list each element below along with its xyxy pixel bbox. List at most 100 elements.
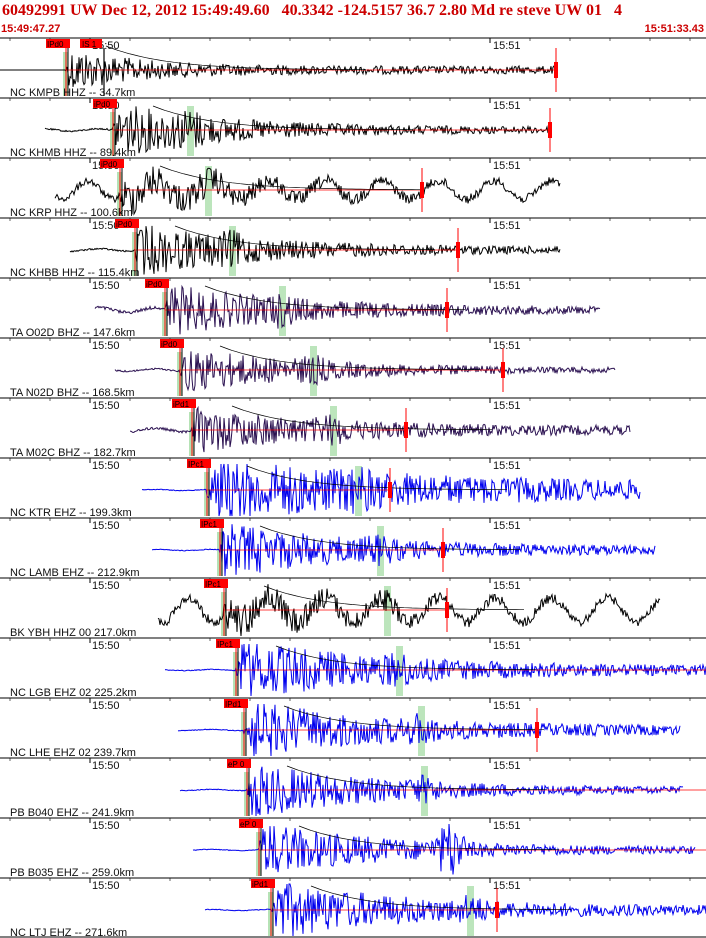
- time-label-1550: 15:50: [92, 580, 120, 592]
- p-pick-box[interactable]: [160, 339, 184, 348]
- p-pick-label[interactable]: iPd0: [146, 280, 163, 289]
- time-label-1551: 15:51: [493, 820, 521, 832]
- coda-decay-curve: [174, 225, 435, 251]
- p-pick-label[interactable]: iPd1: [252, 880, 269, 889]
- time-label-1551: 15:51: [493, 340, 521, 352]
- trace-row[interactable]: 15:50 15:51 eP 0 PB B035 EHZ -- 259.0km: [0, 817, 706, 879]
- trace-row[interactable]: 15:50 15:51 IPc1 BK YBH HHZ 00 217.0km: [0, 577, 706, 639]
- time-label-1551: 15:51: [493, 280, 521, 292]
- p-pick-label[interactable]: IPc1: [217, 640, 234, 649]
- time-label-1551: 15:51: [493, 760, 521, 772]
- p-pick-label[interactable]: eP 0: [228, 760, 245, 769]
- p-pick-label[interactable]: iPd0: [161, 340, 178, 349]
- coda-decay-curve: [259, 525, 520, 551]
- waveform: [177, 703, 681, 757]
- p-pick-label[interactable]: IPc1: [188, 460, 205, 469]
- p-pick-label[interactable]: IPc1: [201, 520, 218, 529]
- time-label-1551: 15:51: [493, 520, 521, 532]
- p-pick-box[interactable]: [216, 639, 240, 648]
- station-label: NC KRP HHZ -- 100.6km: [10, 207, 133, 219]
- p-pick-box[interactable]: [172, 399, 196, 408]
- time-label-1550: 15:50: [92, 220, 120, 232]
- p-pick-box[interactable]: [251, 879, 275, 888]
- p-pick-label[interactable]: IPc1: [205, 580, 222, 589]
- station-label: NC LTJ EHZ -- 271.6km: [10, 927, 127, 938]
- time-label-1550: 15:50: [92, 880, 120, 892]
- time-label-1550: 15:50: [92, 340, 120, 352]
- waveform: [129, 405, 631, 453]
- event-title: 60492991 UW Dec 12, 2012 15:49:49.60 40.…: [2, 2, 622, 19]
- p-pick-label[interactable]: iPd0: [94, 100, 111, 109]
- p-pick-box[interactable]: [224, 699, 248, 708]
- p-pick-label[interactable]: iPd0: [101, 160, 118, 169]
- station-label: NC KTR EHZ -- 199.3km: [10, 507, 132, 519]
- waveform: [94, 284, 601, 335]
- time-label-1550: 15:50: [92, 700, 120, 712]
- station-label: NC LHE EHZ 02 239.7km: [10, 747, 136, 759]
- trace-row[interactable]: 15:50 15:51 IPd1 NC LHE EHZ 02 239.7km: [0, 697, 706, 759]
- coda-end-marker[interactable]: [404, 422, 408, 438]
- time-window-end: 15:51:33.43: [644, 23, 704, 35]
- coda-end-marker[interactable]: [445, 302, 449, 318]
- waveform: [114, 351, 616, 392]
- coda-end-marker[interactable]: [441, 542, 445, 558]
- coda-decay-curve: [246, 465, 507, 491]
- s-pick-label[interactable]: IS 1: [82, 40, 97, 49]
- p-pick-box[interactable]: [93, 99, 117, 108]
- time-label-1550: 15:50: [92, 820, 120, 832]
- waveform: [69, 225, 561, 275]
- time-label-1551: 15:51: [493, 220, 521, 232]
- coda-decay-curve: [298, 825, 559, 851]
- time-label-1550: 15:50: [92, 640, 120, 652]
- coda-end-marker[interactable]: [388, 482, 392, 498]
- trace-row[interactable]: 15:50 15:51 iPd0 NC KHBB HHZ -- 115.4km: [0, 217, 706, 279]
- station-label: TA N02D BHZ -- 168.5km: [10, 387, 135, 399]
- p-pick-box[interactable]: [227, 759, 251, 768]
- trace-row[interactable]: 15:50 15:51 iPd1 NC LTJ EHZ -- 271.6km: [0, 877, 706, 938]
- coda-decay-curve: [263, 585, 524, 611]
- p-pick-label[interactable]: IPd0: [47, 40, 64, 49]
- station-label: TA M02C BHZ -- 182.7km: [10, 447, 136, 459]
- trace-row[interactable]: 15:50 15:51 iPd0 TA N02D BHZ -- 168.5km: [0, 337, 706, 399]
- trace-row[interactable]: 15:50 15:51 iPd1 TA M02C BHZ -- 182.7km: [0, 397, 706, 459]
- p-pick-box[interactable]: [145, 279, 169, 288]
- p-pick-box[interactable]: [100, 159, 124, 168]
- coda-end-marker[interactable]: [495, 902, 499, 918]
- coda-end-marker[interactable]: [420, 182, 424, 198]
- p-pick-box[interactable]: [239, 819, 263, 828]
- coda-end-marker[interactable]: [445, 602, 449, 618]
- coda-end-marker[interactable]: [456, 242, 460, 258]
- p-pick-box[interactable]: [46, 39, 70, 48]
- p-pick-label[interactable]: iPd0: [116, 220, 133, 229]
- s-wave-window: [229, 226, 236, 276]
- p-pick-label[interactable]: eP 0: [240, 820, 257, 829]
- trace-row[interactable]: 15:50 15:51 IPc1 NC KTR EHZ -- 199.3km: [0, 457, 706, 519]
- time-label-1551: 15:51: [493, 640, 521, 652]
- coda-end-marker[interactable]: [501, 362, 505, 378]
- time-label-1550: 15:50: [92, 280, 120, 292]
- waveform: [0, 55, 557, 87]
- waveform: [204, 883, 706, 937]
- p-pick-box[interactable]: [187, 459, 211, 468]
- coda-end-marker[interactable]: [554, 62, 558, 78]
- p-pick-box[interactable]: [115, 219, 139, 228]
- trace-row[interactable]: 15:50 15:51 iPd0 TA O02D BHZ -- 147.6km: [0, 277, 706, 339]
- p-pick-box[interactable]: [200, 519, 224, 528]
- p-pick-label[interactable]: IPd1: [225, 700, 242, 709]
- p-pick-box[interactable]: [204, 579, 228, 588]
- coda-end-marker[interactable]: [535, 722, 539, 738]
- coda-decay-curve: [283, 705, 544, 731]
- trace-row[interactable]: 15:50 15:51 IPc1 NC LGB EHZ 02 225.2km: [0, 637, 706, 699]
- s-pick-box[interactable]: [80, 39, 102, 48]
- waveform: [179, 766, 684, 817]
- time-label-1551: 15:51: [493, 580, 521, 592]
- trace-row[interactable]: 15:50 15:51 eP 0 PB B040 EHZ -- 241.9km: [0, 757, 706, 819]
- coda-end-marker[interactable]: [548, 122, 552, 138]
- station-label: TA O02D BHZ -- 147.6km: [10, 327, 135, 339]
- trace-row[interactable]: 15:50 15:51 IPc1 NC LAMB EHZ -- 212.9km: [0, 517, 706, 579]
- p-pick-label[interactable]: iPd1: [173, 400, 190, 409]
